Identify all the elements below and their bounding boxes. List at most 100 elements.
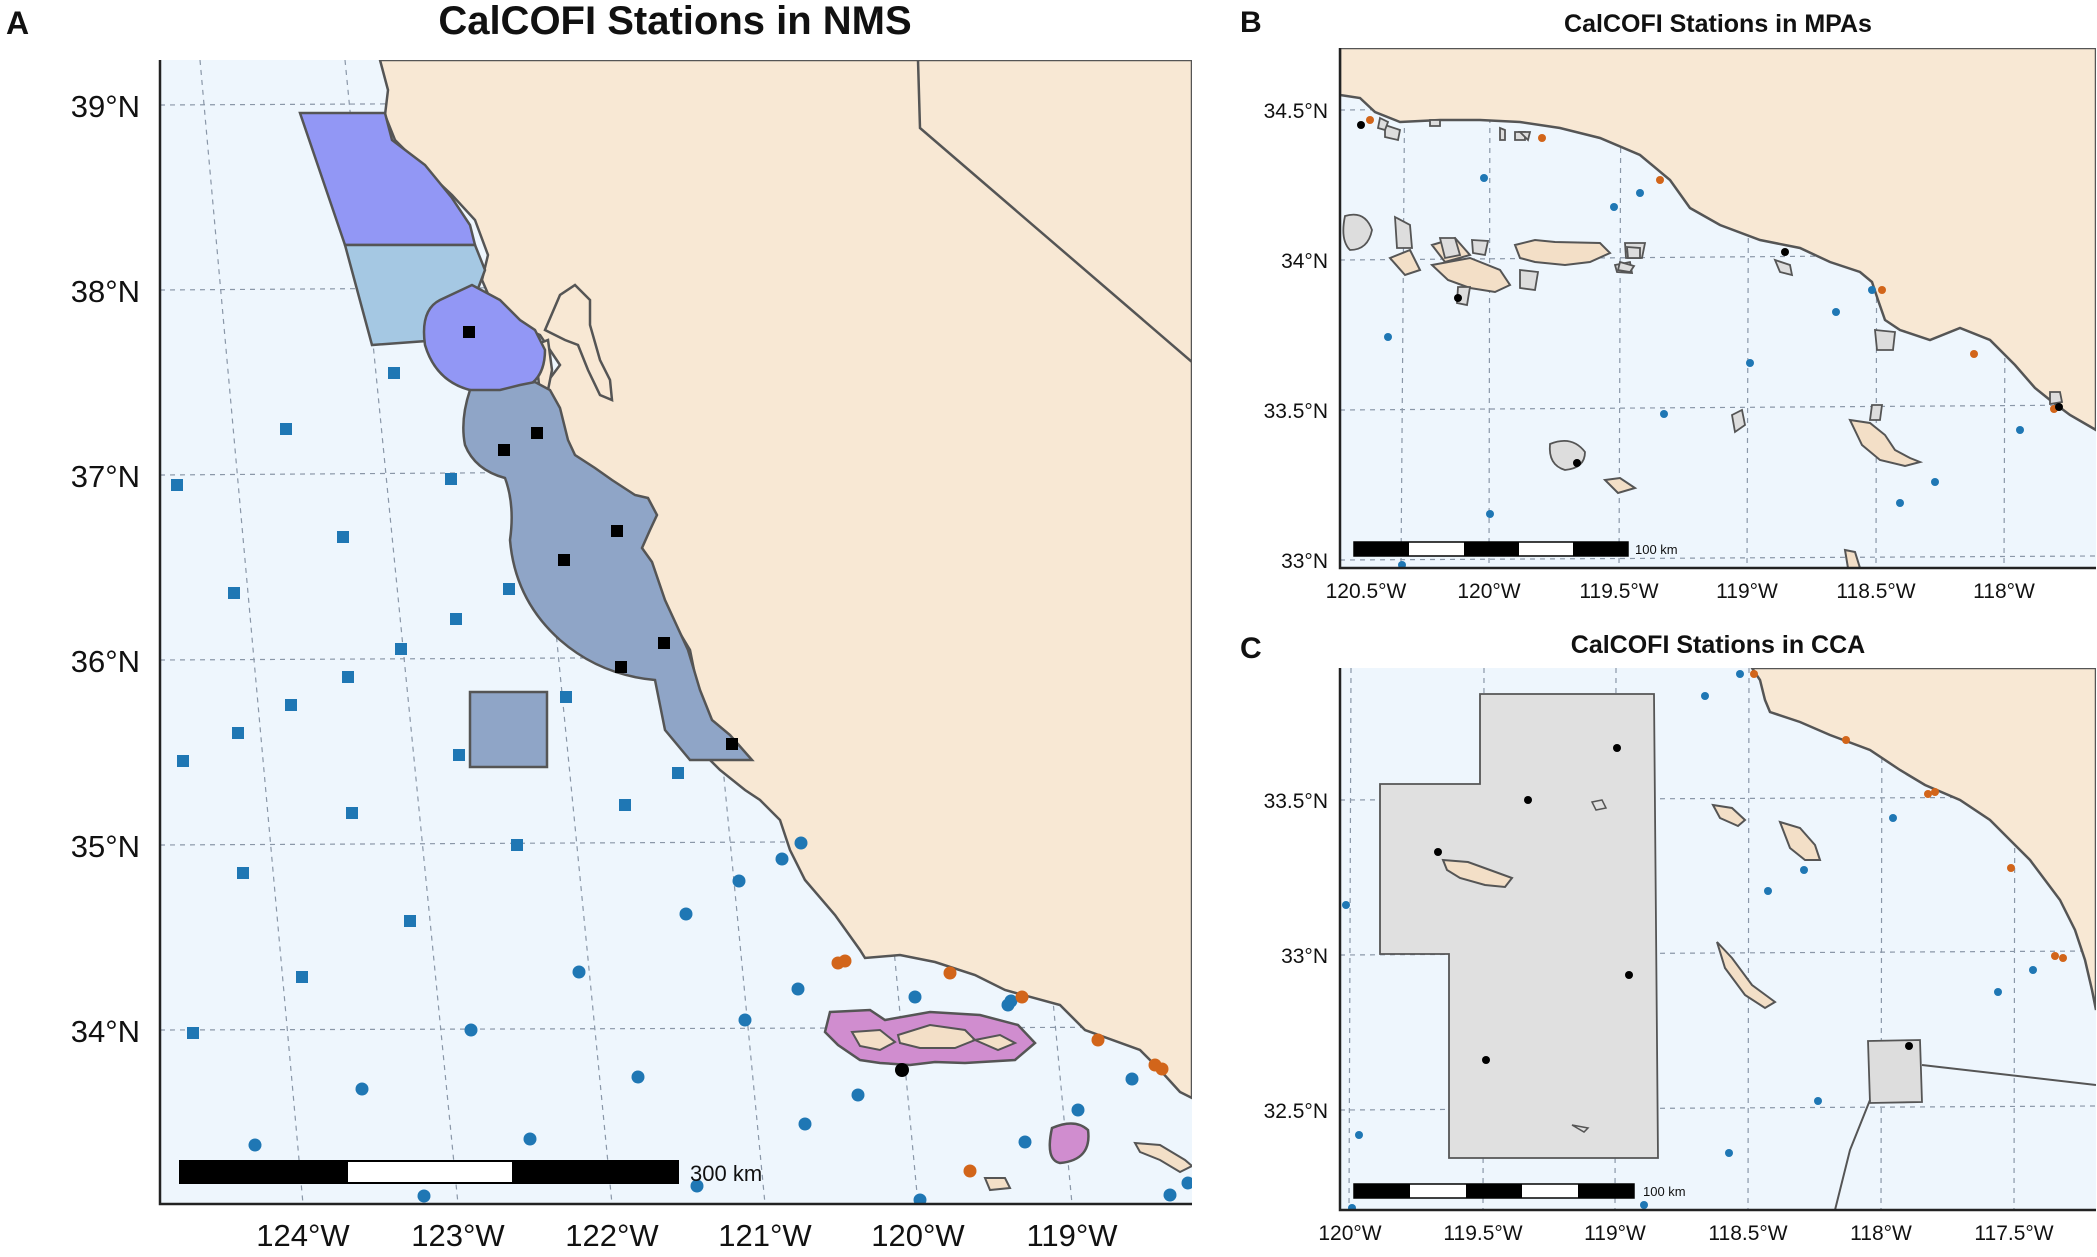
station-offshore [503,583,515,595]
lon-tick: 118.5°W [1708,1222,1787,1245]
mpa-stations-b [1357,121,2063,467]
catalina-island [1133,1141,1192,1174]
panel-b: B CalCOFI Stations in MPAs [1240,6,2096,603]
station-offshore [395,643,407,655]
station-offshore [619,799,631,811]
station-offshore [450,613,462,625]
davidson-seamount-sanctuary [468,690,549,769]
lon-tick: 119°W [1026,1218,1118,1253]
panel-c-axes [1338,668,2096,1212]
nearshore-stations-c [1750,670,2067,962]
station-offshore [388,367,400,379]
station-offshore [560,691,572,703]
coastline-c [1750,668,2096,1011]
scale-bar-label-c: 100 km [1643,1184,1686,1199]
state-border [916,60,1192,363]
sf-bay-north-shore [543,283,614,402]
lat-tick: 33°N [1281,550,1328,573]
lat-tick: 32.5°N [1264,1100,1328,1123]
boundary-line [1834,1099,1871,1210]
panel-a-title: CalCOFI Stations in NMS [438,0,911,43]
lat-tick: 37°N [71,459,140,494]
panel-b-lat-ticks: 34.5°N 34°N 33.5°N 33°N [1264,100,1328,573]
lon-tick: 120°W [871,1218,965,1253]
panel-c: C CalCOFI Stations in CCA [1240,631,2096,1245]
station-offshore [404,915,416,927]
nearshore-stations-b [1366,116,2058,413]
panel-b-title: CalCOFI Stations in MPAs [1564,10,1872,38]
lon-tick: 122°W [565,1218,659,1253]
offshore-stations-north [171,367,684,1039]
monterey-bay-sanctuary [462,380,755,762]
scale-bar [179,1160,679,1184]
station-offshore [445,473,457,485]
lon-tick: 121°W [718,1218,812,1253]
lat-tick: 33.5°N [1264,400,1328,423]
panel-a-axes [158,60,1192,1206]
cowcod-conservation-area [1379,693,1659,1159]
cca-small-polygon [1867,1039,1923,1104]
station-offshore [346,807,358,819]
offshore-stations-c [1342,670,2037,1210]
panel-b-axes [1338,48,2096,570]
panel-b-map: 100 km [1340,48,2096,568]
nearshore-stations [831,954,1169,1178]
lon-tick: 120°W [1457,580,1520,603]
panel-c-lat-ticks: 33.5°N 33°N 32.5°N [1264,790,1328,1123]
sanctuary-stations [463,326,909,1077]
station-offshore [342,671,354,683]
station-offshore [187,1027,199,1039]
panel-c-lon-ticks: 120°W 119.5°W 119°W 118.5°W 118°W 117.5°… [1318,1222,2053,1245]
panel-a: A CalCOFI Stations in NMS [6,0,1192,1253]
panel-c-map: 100 km [1340,668,2096,1210]
boundary-line [1921,1064,2096,1086]
station-offshore [177,755,189,767]
san-nicolas-island [1441,858,1514,889]
station-offshore [237,867,249,879]
lon-tick: 123°W [411,1218,505,1253]
station-offshore [280,423,292,435]
panel-b-letter: B [1240,6,1262,39]
lon-tick: 119.5°W [1443,1222,1522,1245]
panel-c-title: CalCOFI Stations in CCA [1571,631,1865,659]
cca-stations-c [1434,744,1913,1064]
lon-tick: 119°W [1584,1222,1646,1245]
lat-tick: 39°N [71,89,140,124]
station-offshore [453,749,465,761]
offshore-stations-b [1384,174,2024,568]
lon-tick: 120°W [1318,1222,1381,1245]
lat-tick: 35°N [71,829,140,864]
station-offshore [296,971,308,983]
bank-outline [1590,799,1608,811]
lon-tick: 118°W [1973,580,2035,603]
lat-tick: 38°N [71,274,140,309]
station-offshore [511,839,523,851]
station-offshore [171,479,183,491]
lon-tick: 120.5°W [1326,580,1407,603]
scale-bar-label-b: 100 km [1635,542,1678,557]
lon-tick: 118°W [1850,1222,1912,1245]
lon-tick: 119.5°W [1579,580,1658,603]
lat-tick: 33°N [1281,945,1328,968]
lat-tick: 36°N [71,644,140,679]
lat-tick: 34°N [71,1014,140,1049]
station-offshore [232,727,244,739]
scale-bar-c [1353,1183,1635,1199]
mpa-polygons [1342,116,2064,471]
scale-bar-label: 300 km [690,1161,762,1186]
panel-b-lon-ticks: 120.5°W 120°W 119.5°W 119°W 118.5°W 118°… [1326,580,2035,603]
islands-c [1452,803,1822,1010]
channel-islands [850,1023,1018,1052]
lat-tick: 34°N [1281,250,1328,273]
santa-barbara-island-sanctuary [1048,1122,1090,1165]
lon-tick: 124°W [256,1218,350,1253]
farallones-circle-sanctuary [422,283,547,395]
coastline-b [1340,48,2096,432]
channel-islands-b [1388,236,1924,568]
station-offshore [228,587,240,599]
panel-a-lat-ticks: 39°N 38°N 37°N 36°N 35°N 34°N [71,89,140,1049]
station-offshore [285,699,297,711]
lat-tick: 34.5°N [1264,100,1328,123]
scale-bar-b [1353,541,1629,557]
